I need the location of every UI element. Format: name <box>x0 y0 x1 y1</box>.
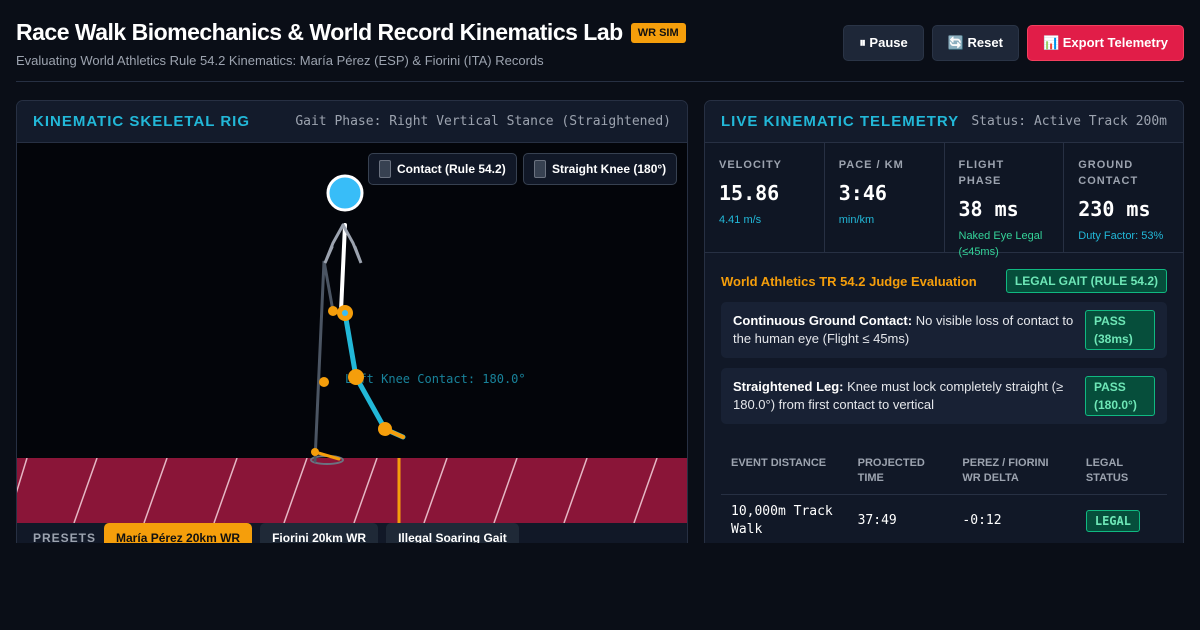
rig-panel: KINEMATIC SKELETAL RIG Gait Phase: Right … <box>16 100 688 543</box>
pause-button[interactable]: ⏸ Pause <box>843 25 924 61</box>
check-name: Continuous Ground Contact: <box>733 313 913 328</box>
skeleton <box>310 174 406 465</box>
reset-button[interactable]: 🔄 Reset <box>931 25 1019 61</box>
preset-button[interactable]: Illegal Soaring Gait <box>386 523 519 543</box>
check-text: Continuous Ground Contact: No visible lo… <box>733 312 1083 348</box>
toggle-label: Straight Knee (180°) <box>552 162 667 176</box>
panel-header: LIVE KINEMATIC TELEMETRY Status: Active T… <box>705 101 1183 143</box>
metric-value: 3:46 <box>838 181 887 205</box>
title-row: Race Walk Biomechanics & World Record Ki… <box>16 19 686 46</box>
metric-value: 15.86 <box>719 181 780 205</box>
export-button[interactable]: 📊 Export Telemetry <box>1026 25 1184 61</box>
metrics: VELOCITY 15.86 4.41 m/s PACE / KM 3:46 min/km… <box>705 143 1183 258</box>
check-desc: Knee must lock completely straight (≥ 18… <box>733 379 1064 412</box>
metric: PACE / KM 3:46 min/km <box>824 143 945 252</box>
track <box>17 458 687 523</box>
metric-value: 230 ms <box>1078 197 1151 221</box>
metric: VELOCITY 15.86 4.41 m/s <box>705 143 825 252</box>
metric: FLIGHT PHASE 38 ms Naked Eye Legal (≤45ms) <box>944 143 1065 258</box>
judge-badge: LEGAL GAIT (RULE 54.2) <box>1005 269 1167 293</box>
presets: PRESETS María Pérez 20km WR Fiorini 20km… <box>33 523 519 543</box>
metric-label: VELOCITY <box>719 159 783 171</box>
gait-phase: Gait Phase: Right Vertical Stance (Strai… <box>295 114 671 129</box>
subtitle: Evaluating World Athletics Rule 54.2 Kin… <box>16 53 544 68</box>
metric-sub: Naked Eye Legal (≤45ms) <box>958 230 1043 258</box>
table-header: EVENT DISTANCE PROJECTED TIME PEREZ / FIOR… <box>721 450 1167 495</box>
metric-label: FLIGHT PHASE <box>958 159 1005 187</box>
checks: Continuous Ground Contact: No visible lo… <box>721 302 1167 424</box>
table-cell: 37:49 <box>857 513 897 528</box>
panel-title: LIVE KINEMATIC TELEMETRY <box>721 113 960 130</box>
check-result: PASS (180.0°) <box>1085 376 1155 416</box>
preset-button[interactable]: María Pérez 20km WR <box>104 523 253 543</box>
title: Race Walk Biomechanics & World Record Ki… <box>16 19 623 45</box>
rig-canvas: Left Knee Contact: 180.0° <box>17 143 687 523</box>
metric-value: 38 ms <box>958 197 1019 221</box>
table-cell: 10,000m Track Walk <box>731 504 833 537</box>
telemetry-panel: LIVE KINEMATIC TELEMETRY Status: Active T… <box>704 100 1184 543</box>
column-header: LEGAL STATUS <box>1075 450 1167 495</box>
metric-sub: min/km <box>838 214 875 226</box>
check-name: Straightened Leg: <box>733 379 844 394</box>
track-lines <box>17 458 658 523</box>
check-text: Straightened Leg: Knee must lock complet… <box>733 378 1073 414</box>
panel-header: KINEMATIC SKELETAL RIG Gait Phase: Right … <box>17 101 687 143</box>
table: EVENT DISTANCE PROJECTED TIME PEREZ / FIOR… <box>721 450 1167 543</box>
toggle-label: Contact (Rule 54.2) <box>397 162 506 176</box>
column-header: PEREZ / FIORINI WR DELTA <box>952 450 1076 495</box>
knee-toggle[interactable]: Straight Knee (180°) <box>523 153 678 185</box>
table-row: 10,000m Track Walk 37:49 -0:12 LEGAL <box>721 495 1167 544</box>
status-badge: LEGAL <box>1085 510 1140 532</box>
panel-title: KINEMATIC SKELETAL RIG <box>33 113 250 130</box>
check: Continuous Ground Contact: No visible lo… <box>721 302 1167 358</box>
column-header: EVENT DISTANCE <box>721 450 848 495</box>
table-body: 10,000m Track Walk 37:49 -0:12 LEGAL <box>721 495 1167 544</box>
column-header: PROJECTED TIME <box>847 450 953 495</box>
judge-header: World Athletics TR 54.2 Judge Evaluation… <box>721 269 1167 293</box>
check-result: PASS (38ms) <box>1085 310 1155 350</box>
metric-label: GROUND CONTACT <box>1078 159 1139 187</box>
metric-sub: 4.41 m/s <box>719 214 762 226</box>
check: Straightened Leg: Knee must lock complet… <box>721 368 1167 424</box>
badge: WR SIM <box>630 22 686 43</box>
metric: GROUND CONTACT 230 ms Duty Factor: 53% <box>1064 143 1183 252</box>
presets-label: PRESETS <box>33 531 97 543</box>
status: Status: Active Track 200m <box>971 114 1167 129</box>
contact-toggle[interactable]: Contact (Rule 54.2) <box>368 153 517 185</box>
table-cell: -0:12 <box>962 513 1002 528</box>
metric-sub: Duty Factor: 53% <box>1078 230 1164 242</box>
header: Race Walk Biomechanics & World Record Ki… <box>16 16 1184 82</box>
judge: World Athletics TR 54.2 Judge Evaluation… <box>705 253 1183 450</box>
buttons: ⏸ Pause 🔄 Reset 📊 Export Telemetry <box>843 25 1184 61</box>
check-desc: No visible loss of contact to the human … <box>733 313 1074 346</box>
table-cell: LEGAL <box>1076 495 1167 544</box>
judge-title: World Athletics TR 54.2 Judge Evaluation <box>721 273 977 289</box>
knee-label: Left Knee Contact: 180.0° <box>345 372 526 386</box>
metric-label: PACE / KM <box>838 159 904 171</box>
preset-button[interactable]: Fiorini 20km WR <box>260 523 379 543</box>
